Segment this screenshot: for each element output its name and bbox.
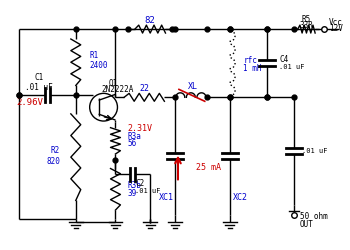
Text: .01 uF: .01 uF — [135, 188, 161, 194]
Text: C2: C2 — [135, 179, 145, 188]
Text: 2.96V: 2.96V — [16, 98, 43, 107]
Text: C4: C4 — [279, 55, 288, 64]
Text: .01 uF: .01 uF — [279, 64, 304, 70]
Text: 2.31V: 2.31V — [127, 124, 152, 134]
Text: R3a: R3a — [127, 132, 141, 141]
Text: 33R: 33R — [300, 20, 313, 30]
Text: rfc: rfc — [244, 56, 257, 65]
Text: R1
2400: R1 2400 — [90, 50, 108, 70]
Text: 39: 39 — [127, 189, 136, 198]
Text: 1 mH: 1 mH — [244, 64, 262, 73]
Text: OUT: OUT — [300, 220, 314, 230]
Text: XC2: XC2 — [232, 193, 247, 202]
Text: XC1: XC1 — [159, 193, 174, 202]
Text: 82: 82 — [145, 16, 155, 25]
Text: 22: 22 — [139, 84, 149, 93]
Text: R3b: R3b — [127, 181, 141, 190]
Text: C1
.01 uF: C1 .01 uF — [25, 73, 53, 92]
Text: 2N2222A: 2N2222A — [102, 85, 134, 94]
Text: Q1: Q1 — [108, 79, 118, 88]
Text: XL: XL — [188, 82, 198, 91]
Text: 25 mA: 25 mA — [196, 163, 221, 172]
Text: 56: 56 — [127, 139, 136, 148]
Text: R5: R5 — [302, 15, 311, 24]
Text: 12V: 12V — [329, 24, 343, 32]
Text: Vcc: Vcc — [329, 18, 343, 27]
Text: R2
820: R2 820 — [46, 146, 60, 166]
Text: 50 ohm: 50 ohm — [300, 212, 328, 222]
Text: .01 uF: .01 uF — [302, 148, 328, 154]
